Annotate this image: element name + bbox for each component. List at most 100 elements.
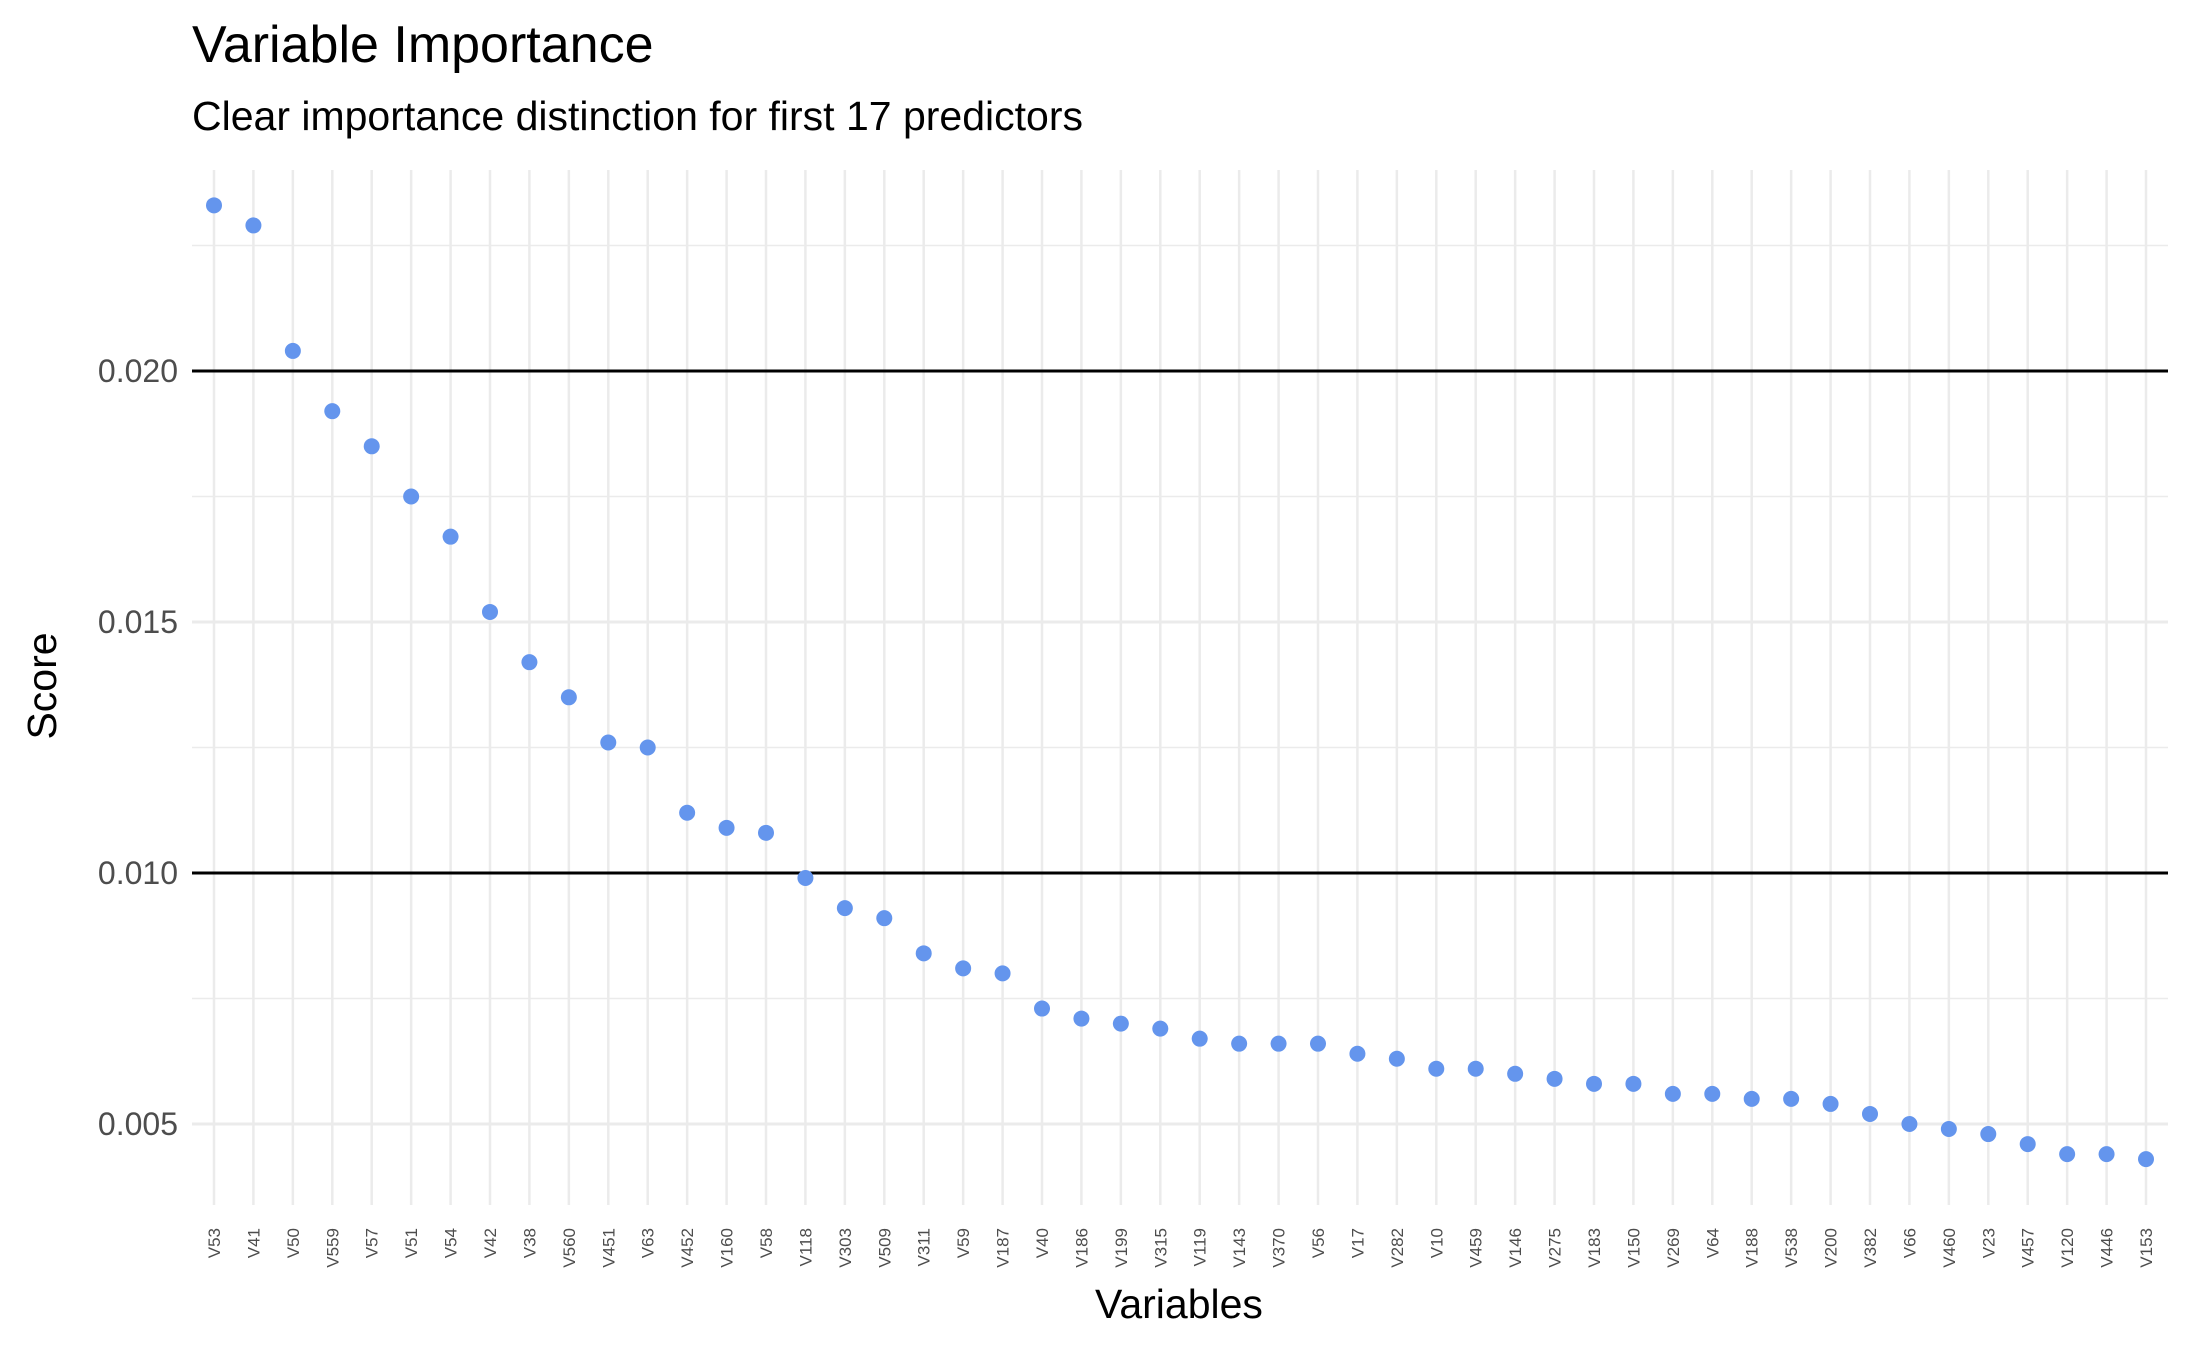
x-tick-label: V188 [1743,1228,1762,1268]
x-tick-label: V150 [1624,1228,1643,1268]
data-point-v457 [2019,1136,2036,1153]
data-point-v382 [1862,1105,1878,1122]
data-point-v315 [1152,1020,1169,1037]
x-tick-label: V153 [2137,1228,2156,1268]
x-axis-ticks: V53 V41 V50 V559 V57 V51 V54 V42 V38 V560 V451 V63 V… [205,1228,2156,1268]
data-points [206,197,2154,1168]
data-point-v146 [1507,1065,1524,1082]
data-point-v10 [1428,1060,1445,1077]
x-tick-label: V200 [1822,1228,1841,1268]
chart-title: Variable Importance [192,16,654,74]
x-tick-label: V559 [323,1228,342,1268]
x-tick-label: V160 [718,1228,737,1268]
x-tick-label: V509 [875,1228,894,1268]
data-point-v303 [836,900,853,917]
x-tick-label: V457 [2019,1228,2038,1268]
data-point-v120 [2059,1146,2076,1163]
data-point-v183 [1586,1075,1602,1092]
x-tick-label: V269 [1664,1228,1683,1268]
data-point-v23 [1980,1126,1997,1143]
data-point-v311 [915,945,932,962]
x-tick-label: V187 [994,1228,1013,1268]
x-tick-label: V460 [1940,1228,1959,1268]
data-point-v63 [639,739,656,756]
y-axis-ticks: 0.005 0.010 0.015 0.020 [98,353,178,1142]
data-point-v64 [1704,1085,1721,1102]
x-axis-title: Variables [1095,1281,1263,1327]
data-point-v59 [955,960,972,977]
x-tick-label: V382 [1861,1228,1880,1268]
x-tick-label: V146 [1506,1228,1525,1268]
x-tick-label: V64 [1703,1228,1722,1258]
data-point-v17 [1349,1045,1366,1062]
data-point-v143 [1231,1035,1248,1052]
x-tick-label: V275 [1546,1228,1565,1268]
data-point-v51 [403,488,420,505]
data-point-v41 [245,217,262,234]
x-tick-label: V17 [1348,1228,1367,1258]
x-tick-label: V118 [796,1228,815,1266]
data-point-v54 [442,528,459,545]
data-point-v460 [1940,1121,1957,1138]
x-tick-label: V51 [402,1228,421,1258]
chart-subtitle: Clear importance distinction for first 1… [192,93,1083,139]
grid-lines [192,170,2168,1205]
x-tick-label: V451 [599,1228,618,1268]
data-point-v200 [1822,1095,1839,1112]
data-point-v275 [1546,1070,1563,1087]
data-point-v282 [1388,1050,1405,1067]
x-tick-label: V452 [678,1228,697,1268]
data-point-v560 [560,689,577,706]
data-point-v118 [797,870,814,887]
x-tick-label: V63 [639,1228,658,1258]
y-tick-label: 0.005 [98,1106,178,1142]
reference-lines [192,369,2168,875]
x-tick-label: V282 [1388,1228,1407,1268]
x-tick-label: V311 [915,1228,934,1266]
data-point-v57 [363,438,380,455]
data-point-v119 [1191,1030,1208,1047]
x-tick-label: V560 [560,1228,579,1268]
y-tick-label: 0.015 [98,604,178,640]
data-point-v186 [1073,1010,1090,1027]
x-tick-label: V459 [1467,1228,1486,1268]
x-tick-label: V50 [284,1228,303,1258]
data-point-v42 [482,603,498,620]
data-point-v269 [1664,1085,1681,1102]
x-tick-label: V446 [2098,1228,2117,1268]
x-tick-label: V42 [481,1228,500,1258]
data-point-v53 [206,197,222,214]
x-tick-label: V40 [1033,1228,1052,1258]
data-point-v451 [600,734,617,751]
x-tick-label: V66 [1900,1228,1919,1258]
x-tick-label: V58 [757,1228,776,1258]
data-point-v58 [758,824,774,841]
data-point-v56 [1310,1035,1326,1052]
data-point-v66 [1901,1116,1918,1132]
x-tick-label: V370 [1270,1228,1289,1268]
x-tick-label: V183 [1585,1228,1604,1268]
x-tick-label: V119 [1191,1228,1210,1266]
data-point-v199 [1112,1015,1129,1032]
x-tick-label: V57 [363,1228,382,1258]
data-point-v40 [1034,1000,1050,1017]
data-point-v38 [521,654,538,671]
x-tick-label: V59 [954,1228,973,1258]
data-point-v188 [1743,1090,1760,1107]
y-tick-label: 0.020 [98,353,178,389]
x-tick-label: V54 [442,1228,461,1258]
x-tick-label: V315 [1151,1228,1170,1268]
data-point-v509 [876,910,893,927]
x-tick-label: V186 [1072,1228,1091,1268]
data-point-v50 [284,342,301,359]
x-tick-label: V143 [1230,1228,1249,1268]
x-tick-label: V10 [1427,1228,1446,1258]
x-tick-label: V53 [205,1228,224,1258]
data-point-v446 [2098,1146,2115,1163]
data-point-v150 [1625,1075,1642,1092]
data-point-v160 [718,819,735,836]
x-tick-label: V303 [836,1228,855,1268]
data-point-v538 [1783,1090,1800,1107]
data-point-v559 [324,403,341,420]
